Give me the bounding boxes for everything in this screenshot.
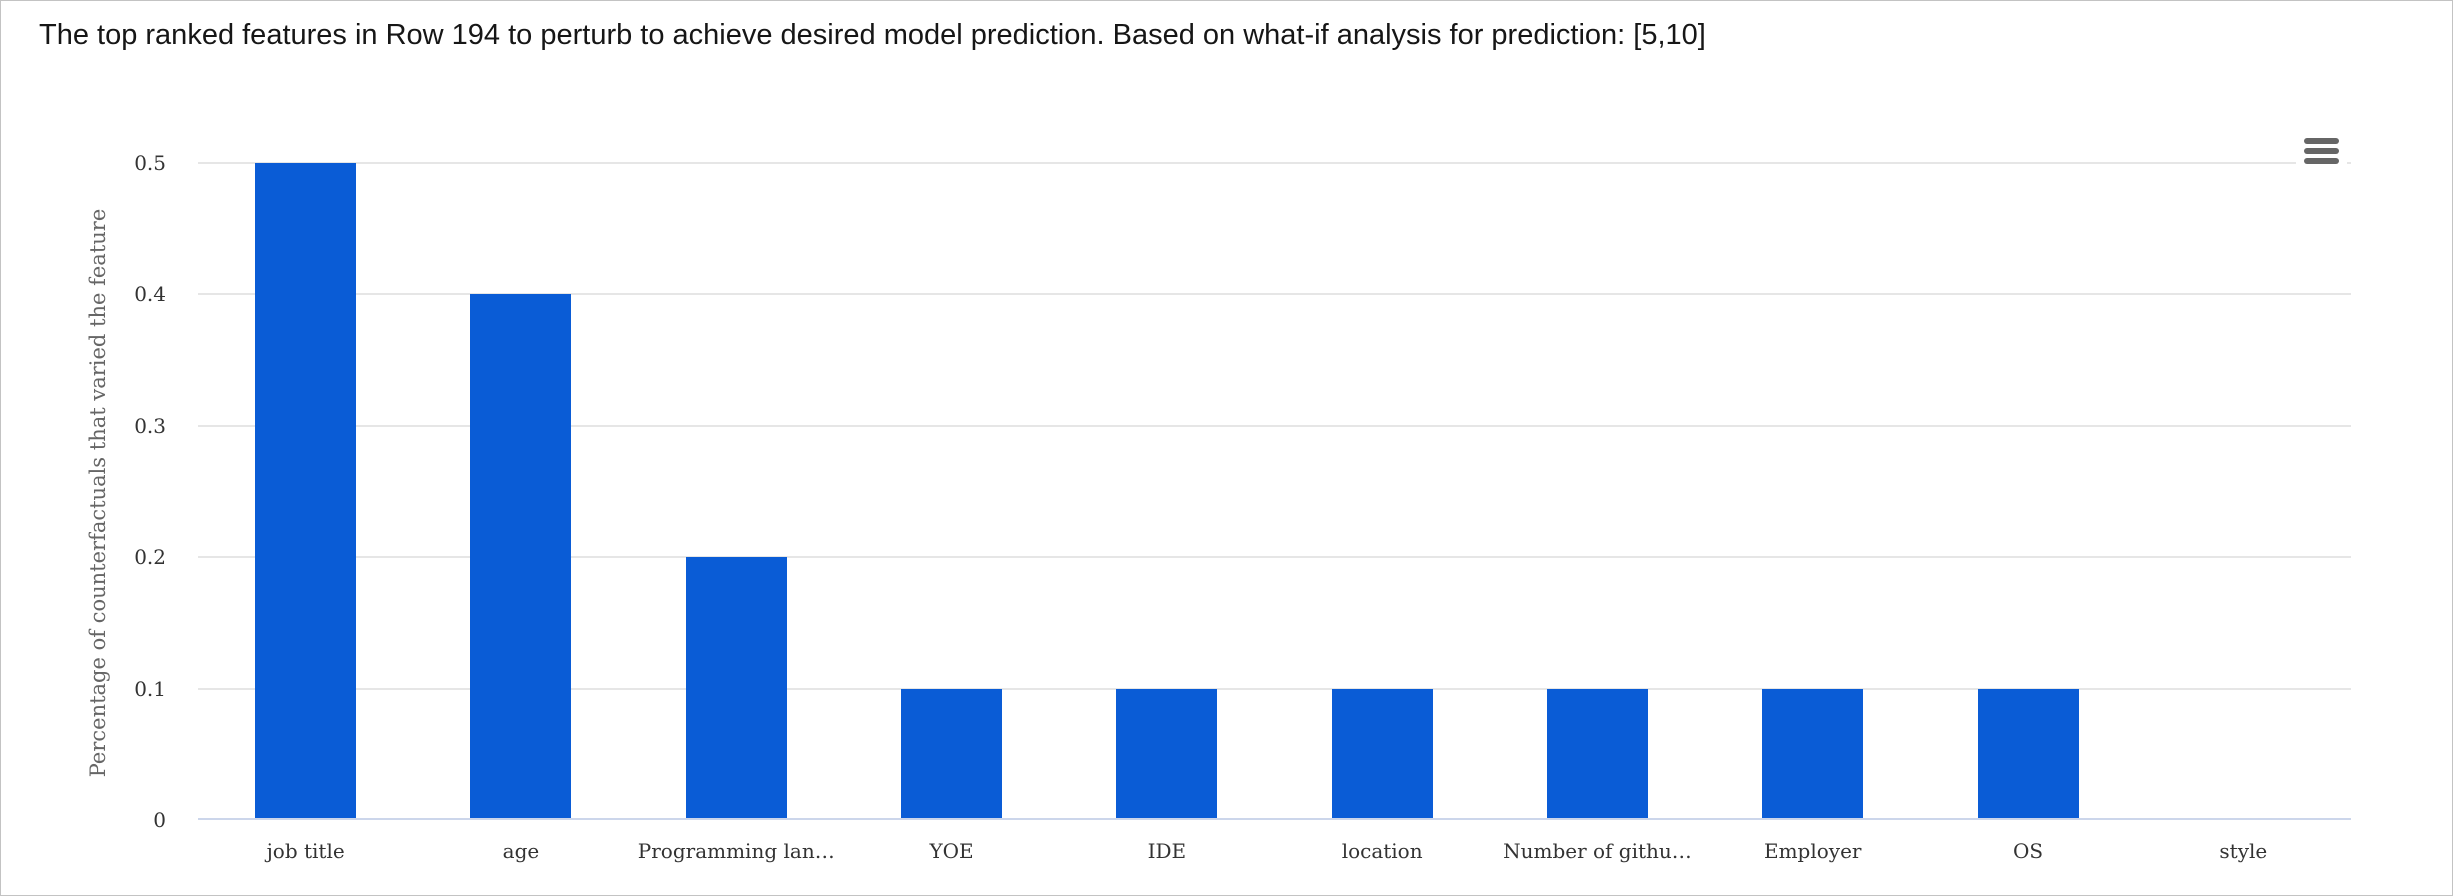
bar-employer[interactable] [1762, 688, 1864, 818]
gridline [198, 556, 2351, 559]
y-tick-label: 0 [153, 808, 166, 832]
y-tick-label: 0.4 [134, 282, 166, 307]
plot-area [198, 162, 2351, 820]
gridline [198, 687, 2351, 690]
x-axis-label: Number of githu… [1503, 839, 1692, 863]
x-axis-label: Programming lan… [637, 839, 835, 863]
y-tick-label: 0.1 [134, 676, 166, 701]
gridline [198, 162, 2351, 164]
chart-context-menu-button[interactable] [2296, 131, 2347, 171]
x-axis-label: style [2219, 839, 2268, 863]
bar-os[interactable] [1977, 688, 2079, 818]
bar-ide[interactable] [1116, 688, 1218, 818]
x-axis-label: age [502, 839, 540, 863]
y-tick-label: 0.5 [134, 151, 166, 175]
bar-location[interactable] [1331, 688, 1433, 818]
x-axis-label: IDE [1147, 839, 1187, 863]
gridline [198, 293, 2351, 296]
bar-age[interactable] [470, 294, 572, 818]
bar-yoe[interactable] [901, 688, 1003, 818]
bar-programming-lan-[interactable] [685, 557, 787, 818]
x-axis-line [198, 818, 2351, 820]
y-tick-label: 0.3 [134, 413, 166, 438]
bar-number-of-githu-[interactable] [1546, 688, 1648, 818]
y-tick-label: 0.2 [134, 545, 166, 570]
x-axis-label: job title [266, 839, 345, 863]
x-axis-label: location [1341, 839, 1423, 863]
bar-job-title[interactable] [255, 163, 357, 818]
chart-caption: The top ranked features in Row 194 to pe… [39, 19, 1706, 51]
gridline [198, 424, 2351, 427]
x-axis-label: OS [2012, 839, 2044, 863]
x-axis-label: YOE [929, 839, 974, 863]
x-axis-label: Employer [1763, 839, 1862, 863]
hamburger-icon [2304, 138, 2339, 164]
